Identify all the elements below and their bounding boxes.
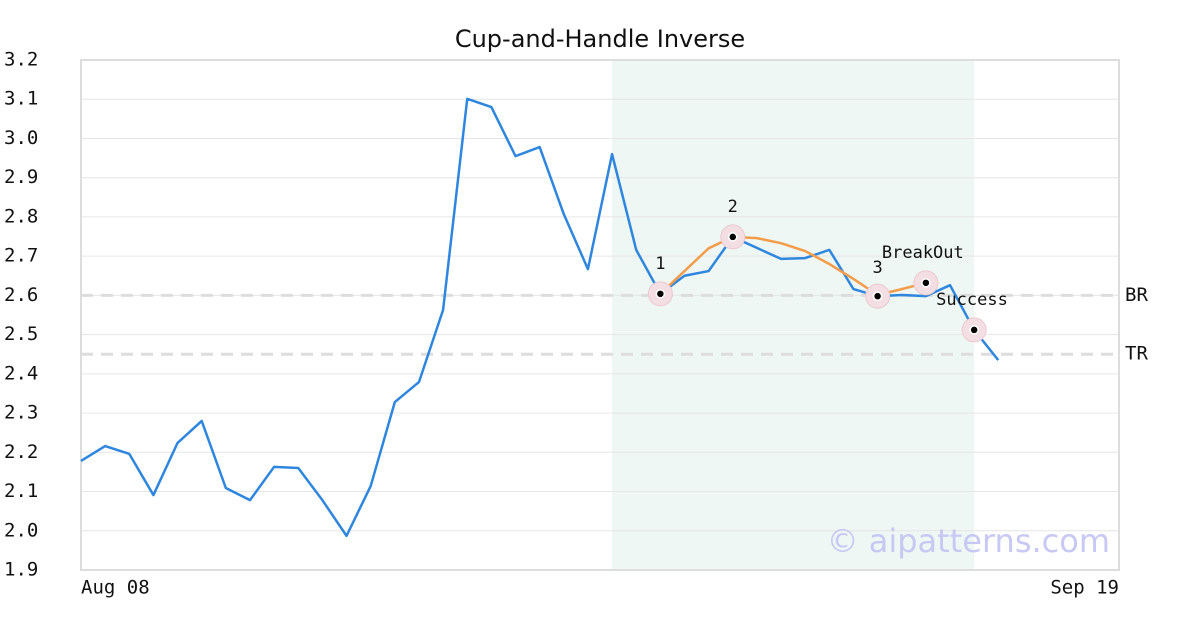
point xyxy=(872,291,883,301)
y-tick-label: 2.9 xyxy=(4,166,38,188)
point xyxy=(655,289,666,299)
y-tick-label: 2.6 xyxy=(4,284,38,306)
y-tick-label: 2.2 xyxy=(4,441,38,463)
y-tick-label: 2.3 xyxy=(4,402,38,424)
price-line xyxy=(80,97,1000,538)
y-tick-label: 2.7 xyxy=(4,245,38,267)
point xyxy=(728,232,738,242)
y-tick-label: 2.1 xyxy=(4,480,38,502)
point-label: BreakOut xyxy=(882,243,964,263)
y-tick-label: 3.1 xyxy=(4,88,38,110)
level-label: TR xyxy=(1125,343,1148,365)
y-tick-label: 3.2 xyxy=(4,49,38,71)
pattern-zone xyxy=(612,60,975,570)
watermark: © aipatterns.com xyxy=(827,522,1110,560)
y-tick-label: 2.4 xyxy=(4,362,38,384)
point-label: 2 xyxy=(728,197,738,217)
y-tick-label: 2.5 xyxy=(4,323,38,345)
point xyxy=(921,278,931,288)
y-tick-label: 1.9 xyxy=(4,559,38,581)
point-label: Success xyxy=(936,290,1008,310)
chart-title: Cup-and-Handle Inverse xyxy=(455,25,745,53)
point-label: 1 xyxy=(655,254,665,274)
y-tick-label: 2.0 xyxy=(4,519,38,541)
y-tick-label: 2.8 xyxy=(4,205,38,227)
point xyxy=(969,325,979,335)
x-tick-label: Aug 08 xyxy=(81,577,150,599)
y-tick-label: 3.0 xyxy=(4,127,38,149)
point-label: 3 xyxy=(872,258,882,278)
plot-frame xyxy=(80,59,1120,571)
level-label: BR xyxy=(1125,284,1148,306)
x-tick-label: Sep 19 xyxy=(1050,577,1119,599)
